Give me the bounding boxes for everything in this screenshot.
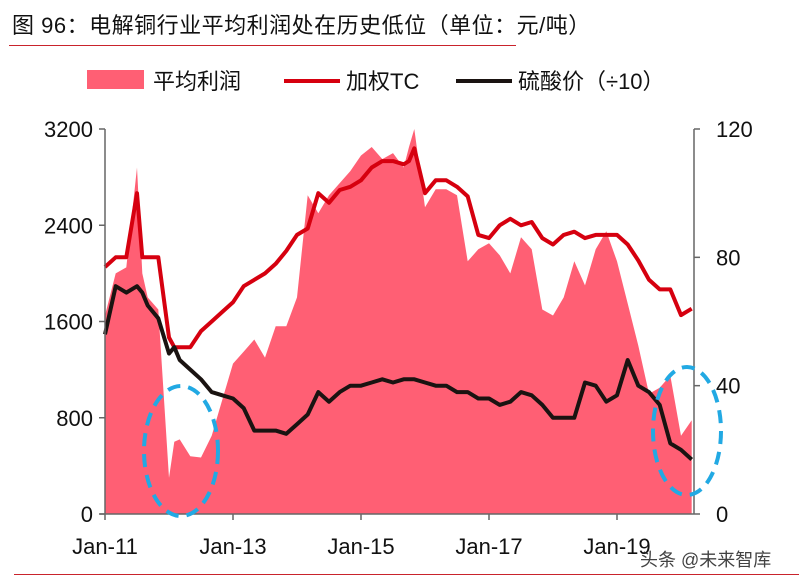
right-tick-label: 0 <box>716 502 728 527</box>
legend-label-acid: 硫酸价（÷10） <box>518 69 665 94</box>
legend: 平均利润 加权TC 硫酸价（÷10） <box>87 69 665 94</box>
right-tick-label: 120 <box>716 117 753 142</box>
watermark: 头条 @未来智库 <box>640 550 772 570</box>
bottom-rule <box>14 574 799 575</box>
left-tick-label: 0 <box>81 502 93 527</box>
chart-title: 图 96：电解铜行业平均利润处在历史低位（单位：元/吨） <box>12 13 591 38</box>
legend-label-tc: 加权TC <box>346 69 419 94</box>
left-tick-label: 3200 <box>44 117 93 142</box>
title-rule <box>9 45 516 46</box>
legend-label-profit: 平均利润 <box>153 69 241 94</box>
x-tick-label: Jan-17 <box>455 534 522 559</box>
tc-line <box>103 146 693 350</box>
profit-area <box>105 129 692 514</box>
right-tick-label: 40 <box>716 374 740 399</box>
x-tick-label: Jan-11 <box>72 534 138 559</box>
x-axis-ticks: Jan-11 Jan-13 Jan-15 Jan-17 Jan-19 <box>72 514 651 559</box>
x-tick-label: Jan-15 <box>327 534 394 559</box>
legend-swatch-profit <box>87 70 144 89</box>
trough-ellipse-2019 <box>651 365 723 497</box>
x-tick-label: Jan-13 <box>199 534 266 559</box>
left-axis-ticks: 0 800 1600 2400 3200 <box>44 117 105 527</box>
left-tick-label: 800 <box>56 406 93 431</box>
right-axis-ticks: 0 40 80 120 <box>694 117 753 527</box>
left-tick-label: 2400 <box>44 213 93 238</box>
right-tick-label: 80 <box>716 245 740 270</box>
acid-price-line <box>103 284 694 461</box>
x-tick-label: Jan-19 <box>583 534 650 559</box>
trough-ellipse-2012 <box>142 384 220 518</box>
plot-area <box>103 129 694 514</box>
left-tick-label: 1600 <box>44 310 93 335</box>
